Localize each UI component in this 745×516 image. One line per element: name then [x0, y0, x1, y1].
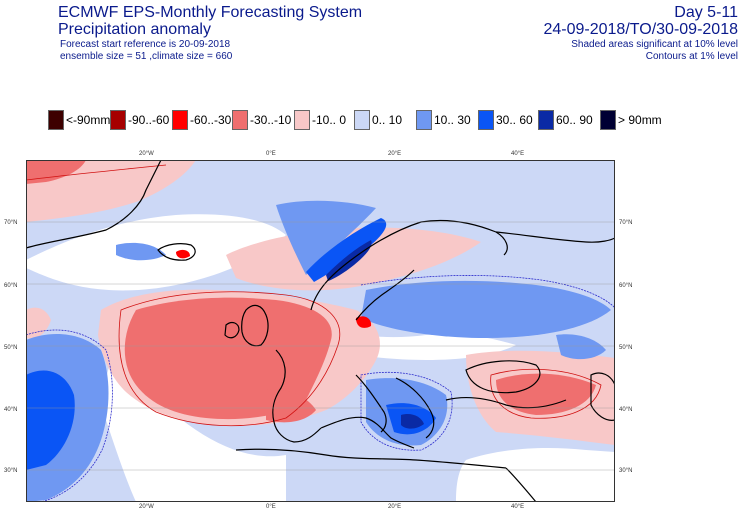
legend-label: -90..-60 — [128, 113, 170, 127]
lat-label-right: 60°N — [619, 283, 633, 289]
shade-neutral — [104, 350, 286, 502]
coastline-red-sea — [505, 467, 537, 502]
lat-label-left: 30°N — [4, 468, 18, 474]
legend-swatch — [416, 110, 432, 130]
legend-swatch — [232, 110, 248, 130]
lon-label-bottom: 20°E — [388, 504, 402, 510]
chart-title: ECMWF EPS-Monthly Forecasting System — [58, 4, 363, 21]
day-range: Day 5-11 — [674, 4, 738, 21]
shade-dry-strong — [356, 316, 372, 328]
wet-contour — [360, 371, 453, 451]
legend-swatch — [48, 110, 64, 130]
lat-label-right: 50°N — [619, 345, 633, 351]
legend-swatch — [354, 110, 370, 130]
legend-label: 30.. 60 — [496, 113, 533, 127]
map-frame — [26, 160, 615, 502]
legend-swatch — [538, 110, 554, 130]
legend-label: > 90mm — [618, 113, 662, 127]
coastline-italy — [355, 374, 387, 433]
coastline-mediterranean — [320, 416, 415, 449]
coastline-black-sea — [465, 360, 541, 394]
legend-label: -10.. 0 — [312, 113, 347, 127]
lat-label-right: 70°N — [619, 220, 633, 226]
shade-dry-strong — [176, 249, 190, 259]
dry-contour — [118, 291, 340, 427]
lat-label-left: 40°N — [4, 407, 18, 413]
coastline-britain — [241, 304, 269, 347]
legend-label: <-90mm — [66, 113, 111, 127]
coastline-iberia — [272, 349, 322, 443]
shade-dry-medium — [266, 389, 316, 423]
legend-label: -30..-10 — [250, 113, 292, 127]
coastlines — [26, 160, 615, 502]
shade-wet-very-strong — [401, 414, 424, 429]
shaded-note: Shaded areas significant at 10% level — [571, 39, 738, 50]
coastline-caspian — [590, 372, 615, 421]
legend-swatch — [600, 110, 616, 130]
shade-wet-strong — [306, 218, 387, 282]
wet-contour — [360, 275, 615, 309]
map-panel — [26, 160, 615, 502]
chart-subtitle: Precipitation anomaly — [58, 21, 211, 38]
lat-label-left: 50°N — [4, 345, 18, 351]
lon-label-top: 20°E — [388, 151, 402, 157]
dry-contour — [26, 164, 167, 181]
coastline-sweden — [355, 269, 415, 321]
forecast-reference: Forecast start reference is 20-09-2018 — [60, 39, 231, 50]
coastline-greenland — [26, 160, 162, 249]
graticule — [26, 221, 615, 471]
shade-wet-medium — [556, 334, 606, 360]
lon-label-top: 0°E — [266, 151, 276, 157]
date-range: 24-09-2018/TO/30-09-2018 — [543, 21, 738, 38]
contour-note: Contours at 1% level — [645, 51, 738, 62]
legend-label: -60..-30 — [190, 113, 232, 127]
lon-label-bottom: 0°E — [266, 504, 276, 510]
ensemble-size: ensemble size = 51 ,climate size = 660 — [60, 51, 233, 62]
coastline-balkans — [395, 377, 435, 439]
lat-label-right: 40°N — [619, 407, 633, 413]
coastline-north-africa — [235, 448, 507, 469]
legend-swatch — [294, 110, 310, 130]
lon-label-bottom: 40°E — [511, 504, 525, 510]
lat-label-right: 30°N — [619, 468, 633, 474]
shade-wet-medium — [116, 242, 166, 261]
legend-label: 10.. 30 — [434, 113, 471, 127]
anomaly-map — [26, 160, 615, 502]
legend-swatch — [110, 110, 126, 130]
shade-wet-medium — [361, 280, 611, 338]
lat-label-left: 70°N — [4, 220, 18, 226]
coastline-ireland — [224, 321, 240, 339]
shade-wet-strong — [26, 370, 75, 470]
coastline-iceland — [157, 243, 196, 261]
shade-wet-medium — [276, 200, 376, 275]
shade-neutral — [456, 448, 615, 502]
legend-swatch — [478, 110, 494, 130]
wet-contour — [26, 329, 113, 502]
lon-label-bottom: 20°W — [139, 504, 154, 510]
lon-label-top: 20°W — [139, 151, 154, 157]
shade-dry-medium — [496, 373, 596, 415]
coastline-arctic — [495, 231, 615, 243]
coastline-turkey — [445, 396, 567, 409]
legend-label: 60.. 90 — [556, 113, 593, 127]
legend-swatch — [172, 110, 188, 130]
lat-label-left: 60°N — [4, 283, 18, 289]
lon-label-top: 40°E — [511, 151, 525, 157]
legend-label: 0.. 10 — [372, 113, 403, 127]
